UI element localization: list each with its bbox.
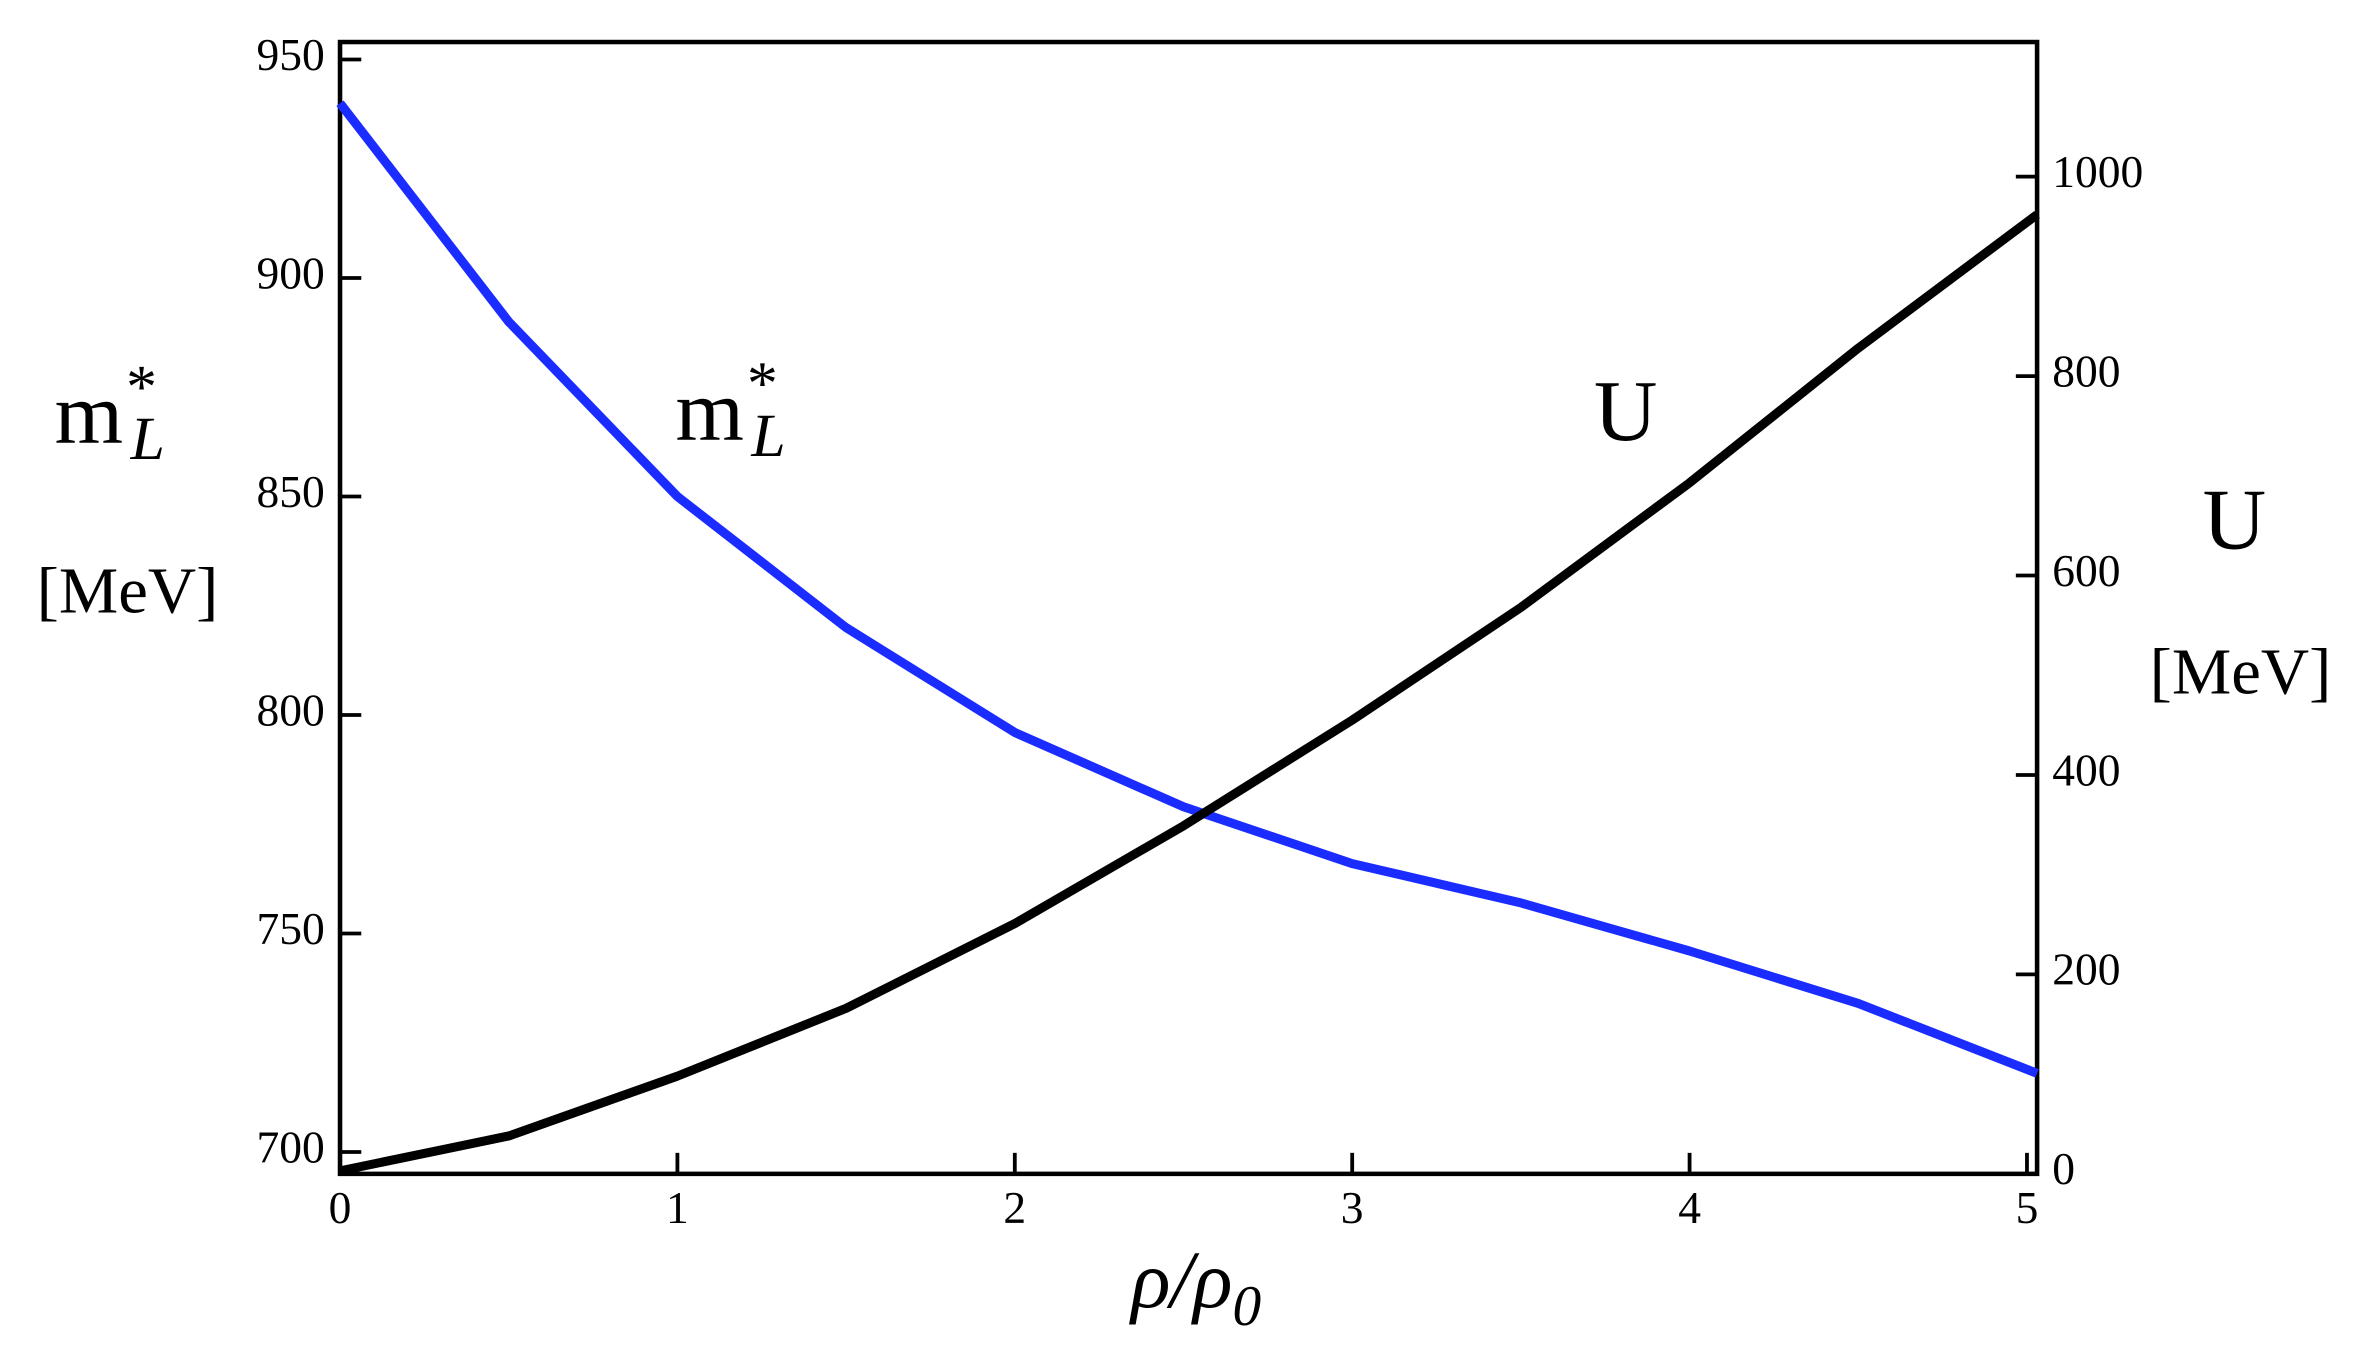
y-tick-label: 800 <box>257 686 325 736</box>
y2-tick-label: 600 <box>2052 546 2120 596</box>
y-axis-units: [MeV] <box>37 555 219 628</box>
label-sup: * <box>126 353 157 421</box>
y-tick-label: 700 <box>257 1123 325 1173</box>
y2-tick-label: 1000 <box>2052 147 2143 197</box>
plot-frame <box>337 39 2040 1177</box>
label: m* L <box>55 353 165 473</box>
label-base: U <box>2203 471 2267 567</box>
x-tick-label: 4 <box>1678 1183 1701 1233</box>
label-sup: * <box>747 350 778 418</box>
line-series <box>336 100 2039 1078</box>
label: U <box>1594 363 1658 459</box>
x-tick-label: 5 <box>2016 1183 2039 1233</box>
y2-tick-label: 0 <box>2052 1144 2075 1194</box>
label-base: m <box>55 366 123 462</box>
label-base: ρ/ρ <box>1128 1234 1232 1324</box>
y-tick-label: 950 <box>257 30 325 80</box>
x-tick-label: 1 <box>666 1183 689 1233</box>
y2-tick-label: 800 <box>2052 347 2120 397</box>
label-sub: L <box>130 405 165 473</box>
label-base: m <box>675 363 743 459</box>
y-tick-label: 750 <box>257 904 325 954</box>
y2-tick-label: 400 <box>2052 746 2120 796</box>
y-tick-label: 900 <box>257 249 325 299</box>
x-tick-label: 3 <box>1341 1183 1364 1233</box>
x-tick-label: 0 <box>329 1183 352 1233</box>
label-sub: L <box>750 402 785 470</box>
label: m* L <box>675 350 785 470</box>
label-base: U <box>1594 363 1658 459</box>
y2-tick-label: 200 <box>2052 945 2120 995</box>
label: ρ/ρ0 <box>1128 1234 1261 1338</box>
label-sub: 0 <box>1233 1276 1262 1339</box>
y-tick-label: 850 <box>257 467 325 517</box>
line-series <box>339 210 2040 1176</box>
x-tick-label: 2 <box>1003 1183 1026 1233</box>
y2-axis-units: [MeV] <box>2150 636 2332 709</box>
label: U <box>2203 471 2267 567</box>
